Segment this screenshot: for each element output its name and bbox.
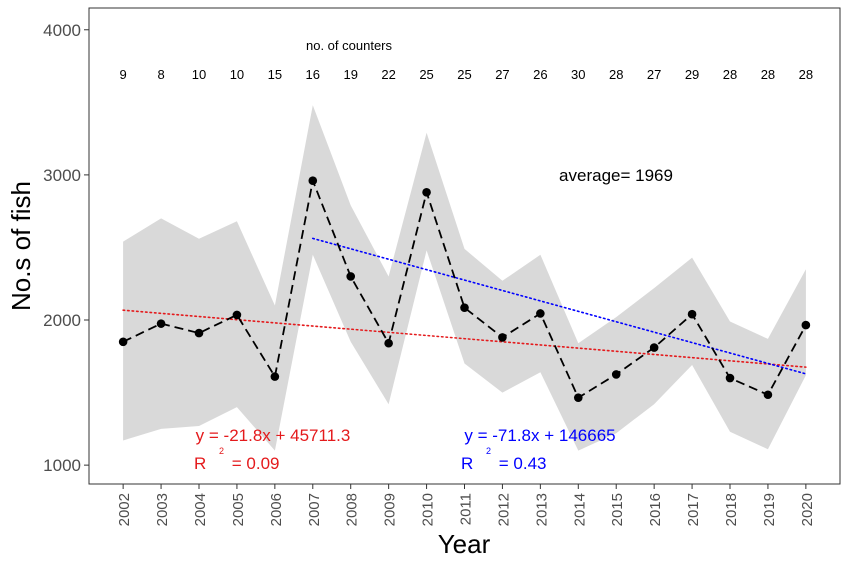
blue-trend-equation: y = -71.8x + 146665	[464, 426, 615, 445]
blue-trendline	[311, 237, 807, 375]
x-tick-label-2018: 2018	[723, 493, 740, 526]
blue-r2-value: = 0.43	[499, 454, 547, 473]
data-point-2014	[573, 393, 583, 402]
counter-label-2006: 15	[268, 67, 282, 82]
red-trend-equation: y = -21.8x + 45711.3	[196, 426, 351, 445]
data-point-2019	[763, 390, 773, 400]
average-annotation: average= 1969	[559, 166, 673, 185]
x-tick-label-2017: 2017	[685, 493, 702, 526]
data-point-2009	[384, 338, 393, 348]
plot-panel	[88, 7, 841, 485]
counter-label-2007: 16	[306, 67, 320, 82]
counter-label-2015: 28	[609, 67, 623, 82]
counter-label-2019: 28	[761, 67, 775, 82]
counter-label-2004: 10	[192, 67, 206, 82]
data-point-2017	[687, 309, 697, 319]
counter-label-2013: 26	[533, 67, 547, 82]
counter-label-2010: 25	[419, 67, 433, 82]
x-tick-label-2007: 2007	[306, 493, 323, 526]
x-tick-label-2019: 2019	[761, 493, 778, 526]
x-tick-label-2005: 2005	[230, 493, 247, 526]
data-point-2002	[118, 337, 128, 347]
x-tick-label-2004: 2004	[192, 493, 209, 526]
red-r2-superscript: 2	[219, 446, 224, 456]
y-tick-label-2000: 2000	[43, 311, 81, 330]
x-tick-label-2006: 2006	[268, 493, 285, 526]
confidence-band	[123, 105, 806, 451]
data-point-2003	[156, 319, 166, 328]
data-point-2010	[422, 188, 431, 197]
x-tick-label-2013: 2013	[533, 493, 550, 526]
data-point-2004	[194, 328, 204, 338]
data-point-2013	[536, 309, 545, 318]
data-point-2018	[725, 373, 735, 383]
y-tick-label-4000: 4000	[43, 21, 81, 40]
data-point-2011	[460, 303, 469, 312]
data-point-2012	[498, 333, 507, 342]
x-tick-label-2020: 2020	[799, 493, 816, 526]
counters-title: no. of counters	[306, 38, 392, 53]
x-tick-label-2016: 2016	[647, 493, 664, 526]
data-point-2007	[308, 176, 318, 185]
data-point-2016	[649, 343, 659, 352]
counter-label-2002: 9	[120, 67, 127, 82]
counter-label-2011: 25	[457, 67, 471, 82]
y-axis-title: No.s of fish	[6, 181, 36, 311]
y-tick-label-3000: 3000	[43, 166, 81, 185]
x-tick-label-2011: 2011	[458, 493, 475, 525]
data-point-2008	[346, 272, 356, 281]
counter-label-2012: 27	[495, 67, 509, 82]
red-r2-prefix: R	[194, 454, 206, 473]
x-tick-label-2012: 2012	[495, 493, 512, 526]
plot-layer	[118, 105, 811, 451]
x-tick-label-2008: 2008	[344, 493, 361, 526]
red-r2-value: = 0.09	[232, 454, 280, 473]
x-axis-title: Year	[438, 529, 491, 559]
x-tick-label-2003: 2003	[154, 493, 171, 526]
counter-label-2014: 30	[571, 67, 585, 82]
data-point-2020	[801, 320, 811, 330]
counter-label-2005: 10	[230, 67, 244, 82]
blue-r2-label: R 2 = 0.43	[461, 439, 547, 473]
red-r2-label: R 2 = 0.09	[194, 439, 280, 473]
data-point-2006	[270, 372, 280, 381]
counter-label-2003: 8	[157, 67, 164, 82]
x-tick-label-2009: 2009	[382, 493, 399, 526]
x-tick-label-2014: 2014	[571, 493, 588, 526]
data-point-2015	[611, 370, 621, 379]
red-trendline	[122, 309, 807, 368]
x-tick-label-2002: 2002	[116, 493, 133, 526]
data-point-2005	[232, 310, 242, 320]
x-tick-label-2010: 2010	[420, 493, 437, 526]
counter-label-2016: 27	[647, 67, 661, 82]
counter-label-2020: 28	[799, 67, 813, 82]
counter-label-2017: 29	[685, 67, 699, 82]
x-tick-label-2015: 2015	[609, 493, 626, 526]
blue-r2-superscript: 2	[486, 446, 491, 456]
counter-label-2008: 19	[343, 67, 357, 82]
counter-label-2018: 28	[723, 67, 737, 82]
blue-r2-prefix: R	[461, 454, 473, 473]
y-tick-label-1000: 1000	[43, 456, 81, 475]
counter-label-2009: 22	[381, 67, 395, 82]
